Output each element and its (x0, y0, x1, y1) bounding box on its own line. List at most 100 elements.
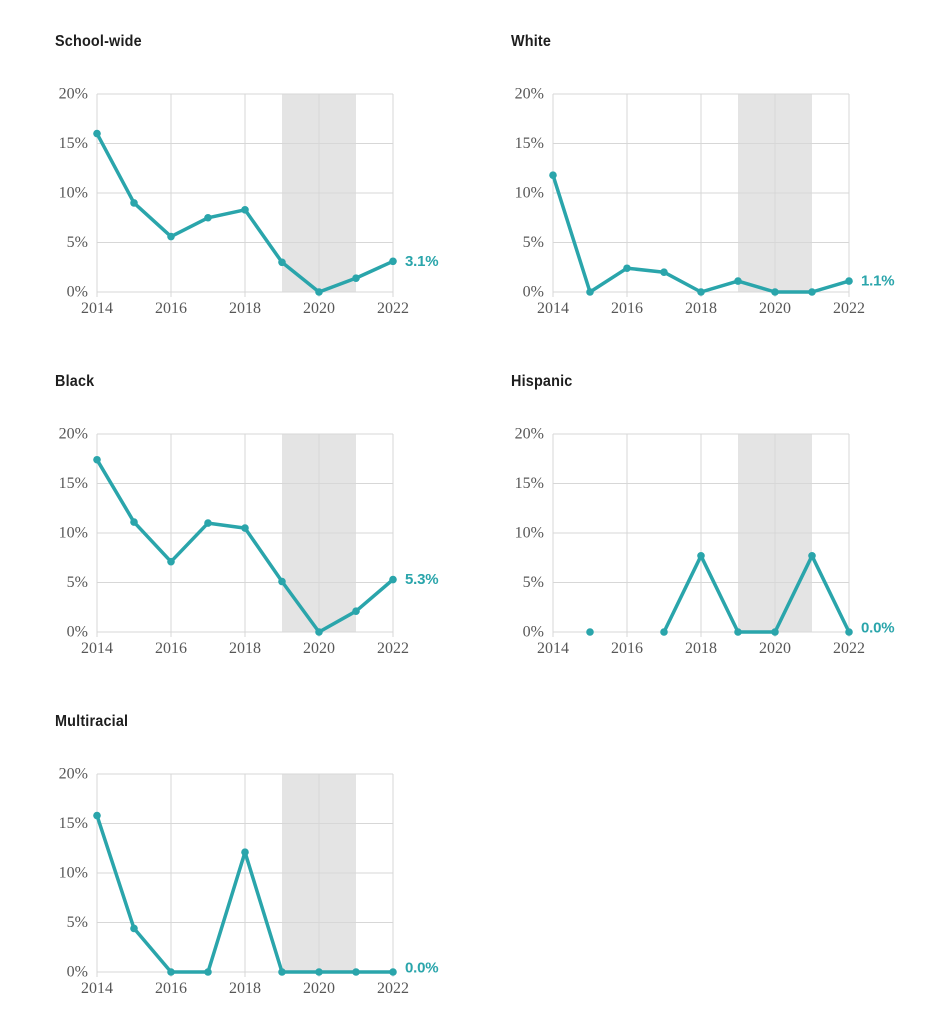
data-point (734, 628, 742, 636)
data-point (204, 213, 212, 222)
y-axis-tick-label: 20% (59, 86, 88, 103)
data-point (808, 288, 816, 296)
x-axis-tick-label: 2014 (81, 640, 113, 657)
chart-cell-multiracial: Multiracial 0% 5% 10% 15% 20% 2014 2016 2018 202… (0, 680, 456, 1020)
data-point (771, 288, 779, 296)
end-value-label: 0.0% (861, 620, 894, 637)
data-point (660, 268, 668, 277)
data-point (315, 968, 323, 976)
data-point (808, 551, 816, 560)
data-point (167, 557, 175, 566)
data-point (130, 924, 138, 933)
y-axis-tick-label: 10% (59, 865, 88, 882)
x-axis-tick-label: 2016 (155, 300, 187, 317)
data-point (352, 968, 360, 976)
chart-title-black: Black (55, 373, 95, 390)
x-axis-tick-label: 2016 (155, 640, 187, 657)
data-point (278, 577, 286, 586)
y-axis-tick-label: 20% (59, 766, 88, 783)
data-point (204, 519, 212, 527)
data-point (697, 288, 705, 296)
x-axis-tick-label: 2022 (833, 300, 865, 317)
chart-cell-black: Black 0% 5% 10% 15% 20% 2014 2016 2018 2020 2022 5… (0, 340, 456, 680)
y-axis-tick-label: 15% (59, 475, 88, 492)
x-axis-tick-label: 2018 (685, 640, 717, 657)
x-axis-tick-label: 2018 (229, 300, 261, 317)
y-axis-tick-label: 20% (515, 426, 544, 443)
x-axis-tick-label: 2016 (611, 640, 643, 657)
chart-title-multiracial: Multiracial (55, 713, 129, 730)
data-point (586, 288, 594, 296)
data-point (278, 968, 286, 976)
chart-cell-hispanic: Hispanic 0% 5% 10% 15% 20% 2014 2016 2018 2020 20… (456, 340, 912, 680)
y-axis-tick-label: 15% (515, 135, 544, 152)
x-axis-tick-label: 2020 (303, 640, 335, 657)
data-point (204, 968, 212, 976)
x-axis-tick-label: 2018 (229, 640, 261, 657)
school-wide-line-chart: 0% 5% 10% 15% 20% 2014 2016 2018 2020 2022 3.1% (59, 86, 439, 318)
data-point (315, 288, 323, 296)
data-point (389, 575, 397, 584)
data-point (352, 607, 360, 616)
y-axis-tick-label: 10% (59, 525, 88, 542)
y-axis-tick-label: 5% (67, 574, 88, 591)
y-axis-tick-label: 0% (523, 284, 544, 301)
x-axis-tick-label: 2020 (303, 300, 335, 317)
data-point (241, 206, 249, 214)
y-axis-tick-label: 15% (59, 135, 88, 152)
y-axis-tick-label: 5% (67, 914, 88, 931)
data-point (93, 811, 101, 820)
data-point (845, 277, 853, 285)
y-axis-tick-label: 0% (67, 964, 88, 981)
data-point (241, 524, 249, 532)
y-axis-tick-label: 0% (67, 624, 88, 641)
y-axis-tick-label: 10% (59, 185, 88, 202)
x-axis-tick-label: 2022 (833, 640, 865, 657)
data-point (241, 848, 249, 857)
x-axis-tick-label: 2016 (611, 300, 643, 317)
data-point (93, 129, 101, 138)
x-axis-tick-label: 2014 (81, 980, 113, 997)
x-axis-tick-label: 2020 (759, 300, 791, 317)
data-point (389, 257, 397, 266)
y-axis-tick-label: 10% (515, 185, 544, 202)
hispanic-line-chart: 0% 5% 10% 15% 20% 2014 2016 2018 2020 2022 0.0% (515, 426, 895, 658)
data-line (662, 554, 851, 634)
x-axis-tick-label: 2018 (229, 980, 261, 997)
data-point (278, 258, 286, 267)
y-axis-tick-label: 5% (523, 574, 544, 591)
y-axis-tick-label: 0% (67, 284, 88, 301)
data-point (352, 274, 360, 282)
x-axis-tick-label: 2018 (685, 300, 717, 317)
y-axis-tick-label: 10% (515, 525, 544, 542)
data-point (771, 628, 779, 636)
x-axis-tick-label: 2022 (377, 640, 409, 657)
data-point (697, 551, 705, 560)
data-point (315, 628, 323, 636)
data-point (389, 968, 397, 976)
data-point (549, 171, 557, 179)
chart-cell-white: White 0% 5% 10% 15% 20% 2014 2016 2018 2020 2022 1… (456, 0, 912, 340)
chart-cell-school-wide: School-wide 0% 5% 10% 15% 20% 2014 2016 2018 202… (0, 0, 456, 340)
data-point (586, 628, 594, 636)
x-axis-tick-label: 2016 (155, 980, 187, 997)
chart-title-school-wide: School-wide (55, 33, 142, 50)
data-point (845, 628, 853, 636)
data-point (130, 518, 138, 526)
data-point (93, 455, 101, 464)
y-axis-tick-label: 0% (523, 624, 544, 641)
data-point (130, 199, 138, 207)
chart-title-white: White (511, 33, 552, 50)
small-multiples-grid: School-wide 0% 5% 10% 15% 20% 2014 2016 2018 202… (0, 0, 912, 1020)
x-axis-tick-label: 2022 (377, 980, 409, 997)
data-point (167, 968, 175, 976)
x-axis-tick-label: 2014 (537, 640, 569, 657)
x-axis-tick-label: 2020 (759, 640, 791, 657)
y-axis-tick-label: 5% (523, 234, 544, 251)
end-value-label: 5.3% (405, 571, 438, 588)
x-axis-tick-label: 2020 (303, 980, 335, 997)
black-line-chart: 0% 5% 10% 15% 20% 2014 2016 2018 2020 2022 5.3% (59, 426, 439, 658)
end-value-label: 3.1% (405, 253, 438, 270)
y-axis-tick-label: 20% (59, 426, 88, 443)
y-axis-tick-label: 15% (515, 475, 544, 492)
